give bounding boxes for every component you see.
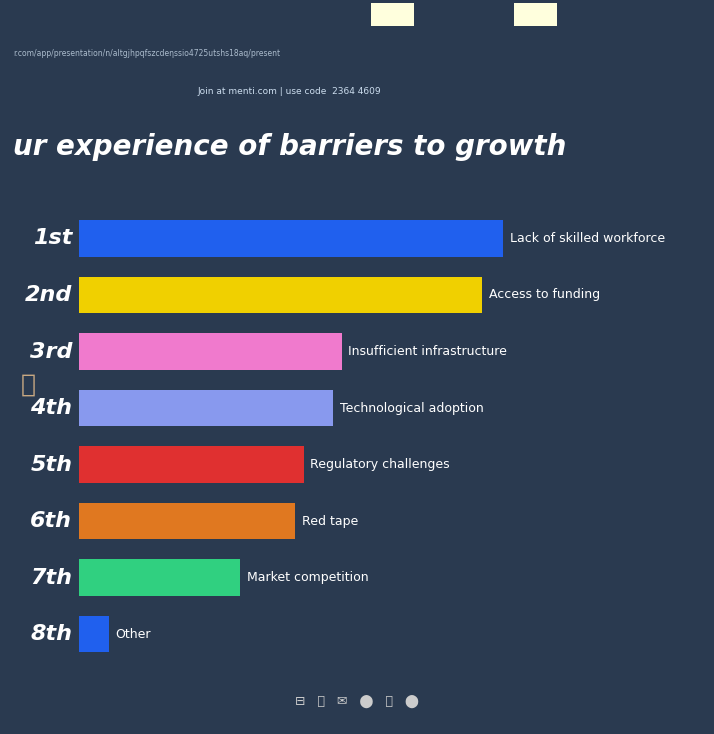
FancyBboxPatch shape [79,616,109,653]
FancyBboxPatch shape [79,220,503,257]
FancyBboxPatch shape [79,390,333,426]
Bar [371,3,414,26]
Text: ⊟   🗀   ✉   ⬤   ⭕   ⬤: ⊟ 🗀 ✉ ⬤ ⭕ ⬤ [295,694,419,708]
Text: Other: Other [115,628,151,641]
Text: 4th: 4th [30,398,72,418]
Text: 1st: 1st [33,228,72,249]
Text: 8th: 8th [30,624,72,644]
Text: 5th: 5th [30,454,72,475]
Text: Regulatory challenges: Regulatory challenges [311,458,450,471]
Text: Red tape: Red tape [302,515,358,528]
Text: ✋: ✋ [21,373,36,396]
FancyBboxPatch shape [79,503,296,539]
FancyBboxPatch shape [79,559,240,596]
Text: Market competition: Market competition [246,571,368,584]
Text: 2nd: 2nd [25,285,72,305]
Text: Technological adoption: Technological adoption [340,401,484,415]
Text: Access to funding: Access to funding [488,288,600,302]
Text: Join at menti.com | use code  2364 4609: Join at menti.com | use code 2364 4609 [197,87,381,96]
Text: 3rd: 3rd [30,341,72,362]
Text: Lack of skilled workforce: Lack of skilled workforce [510,232,665,245]
FancyBboxPatch shape [79,446,303,483]
Text: 6th: 6th [30,511,72,531]
Text: ur experience of barriers to growth: ur experience of barriers to growth [13,133,566,161]
FancyBboxPatch shape [79,277,482,313]
Text: 7th: 7th [30,567,72,588]
Text: r.com/app/presentation/n/altgjhpqfszcdeηssio4725utshs18aq/present: r.com/app/presentation/n/altgjhpqfszcdeη… [13,48,281,58]
FancyBboxPatch shape [79,333,342,370]
Text: Insufficient infrastructure: Insufficient infrastructure [348,345,508,358]
Bar [514,3,557,26]
